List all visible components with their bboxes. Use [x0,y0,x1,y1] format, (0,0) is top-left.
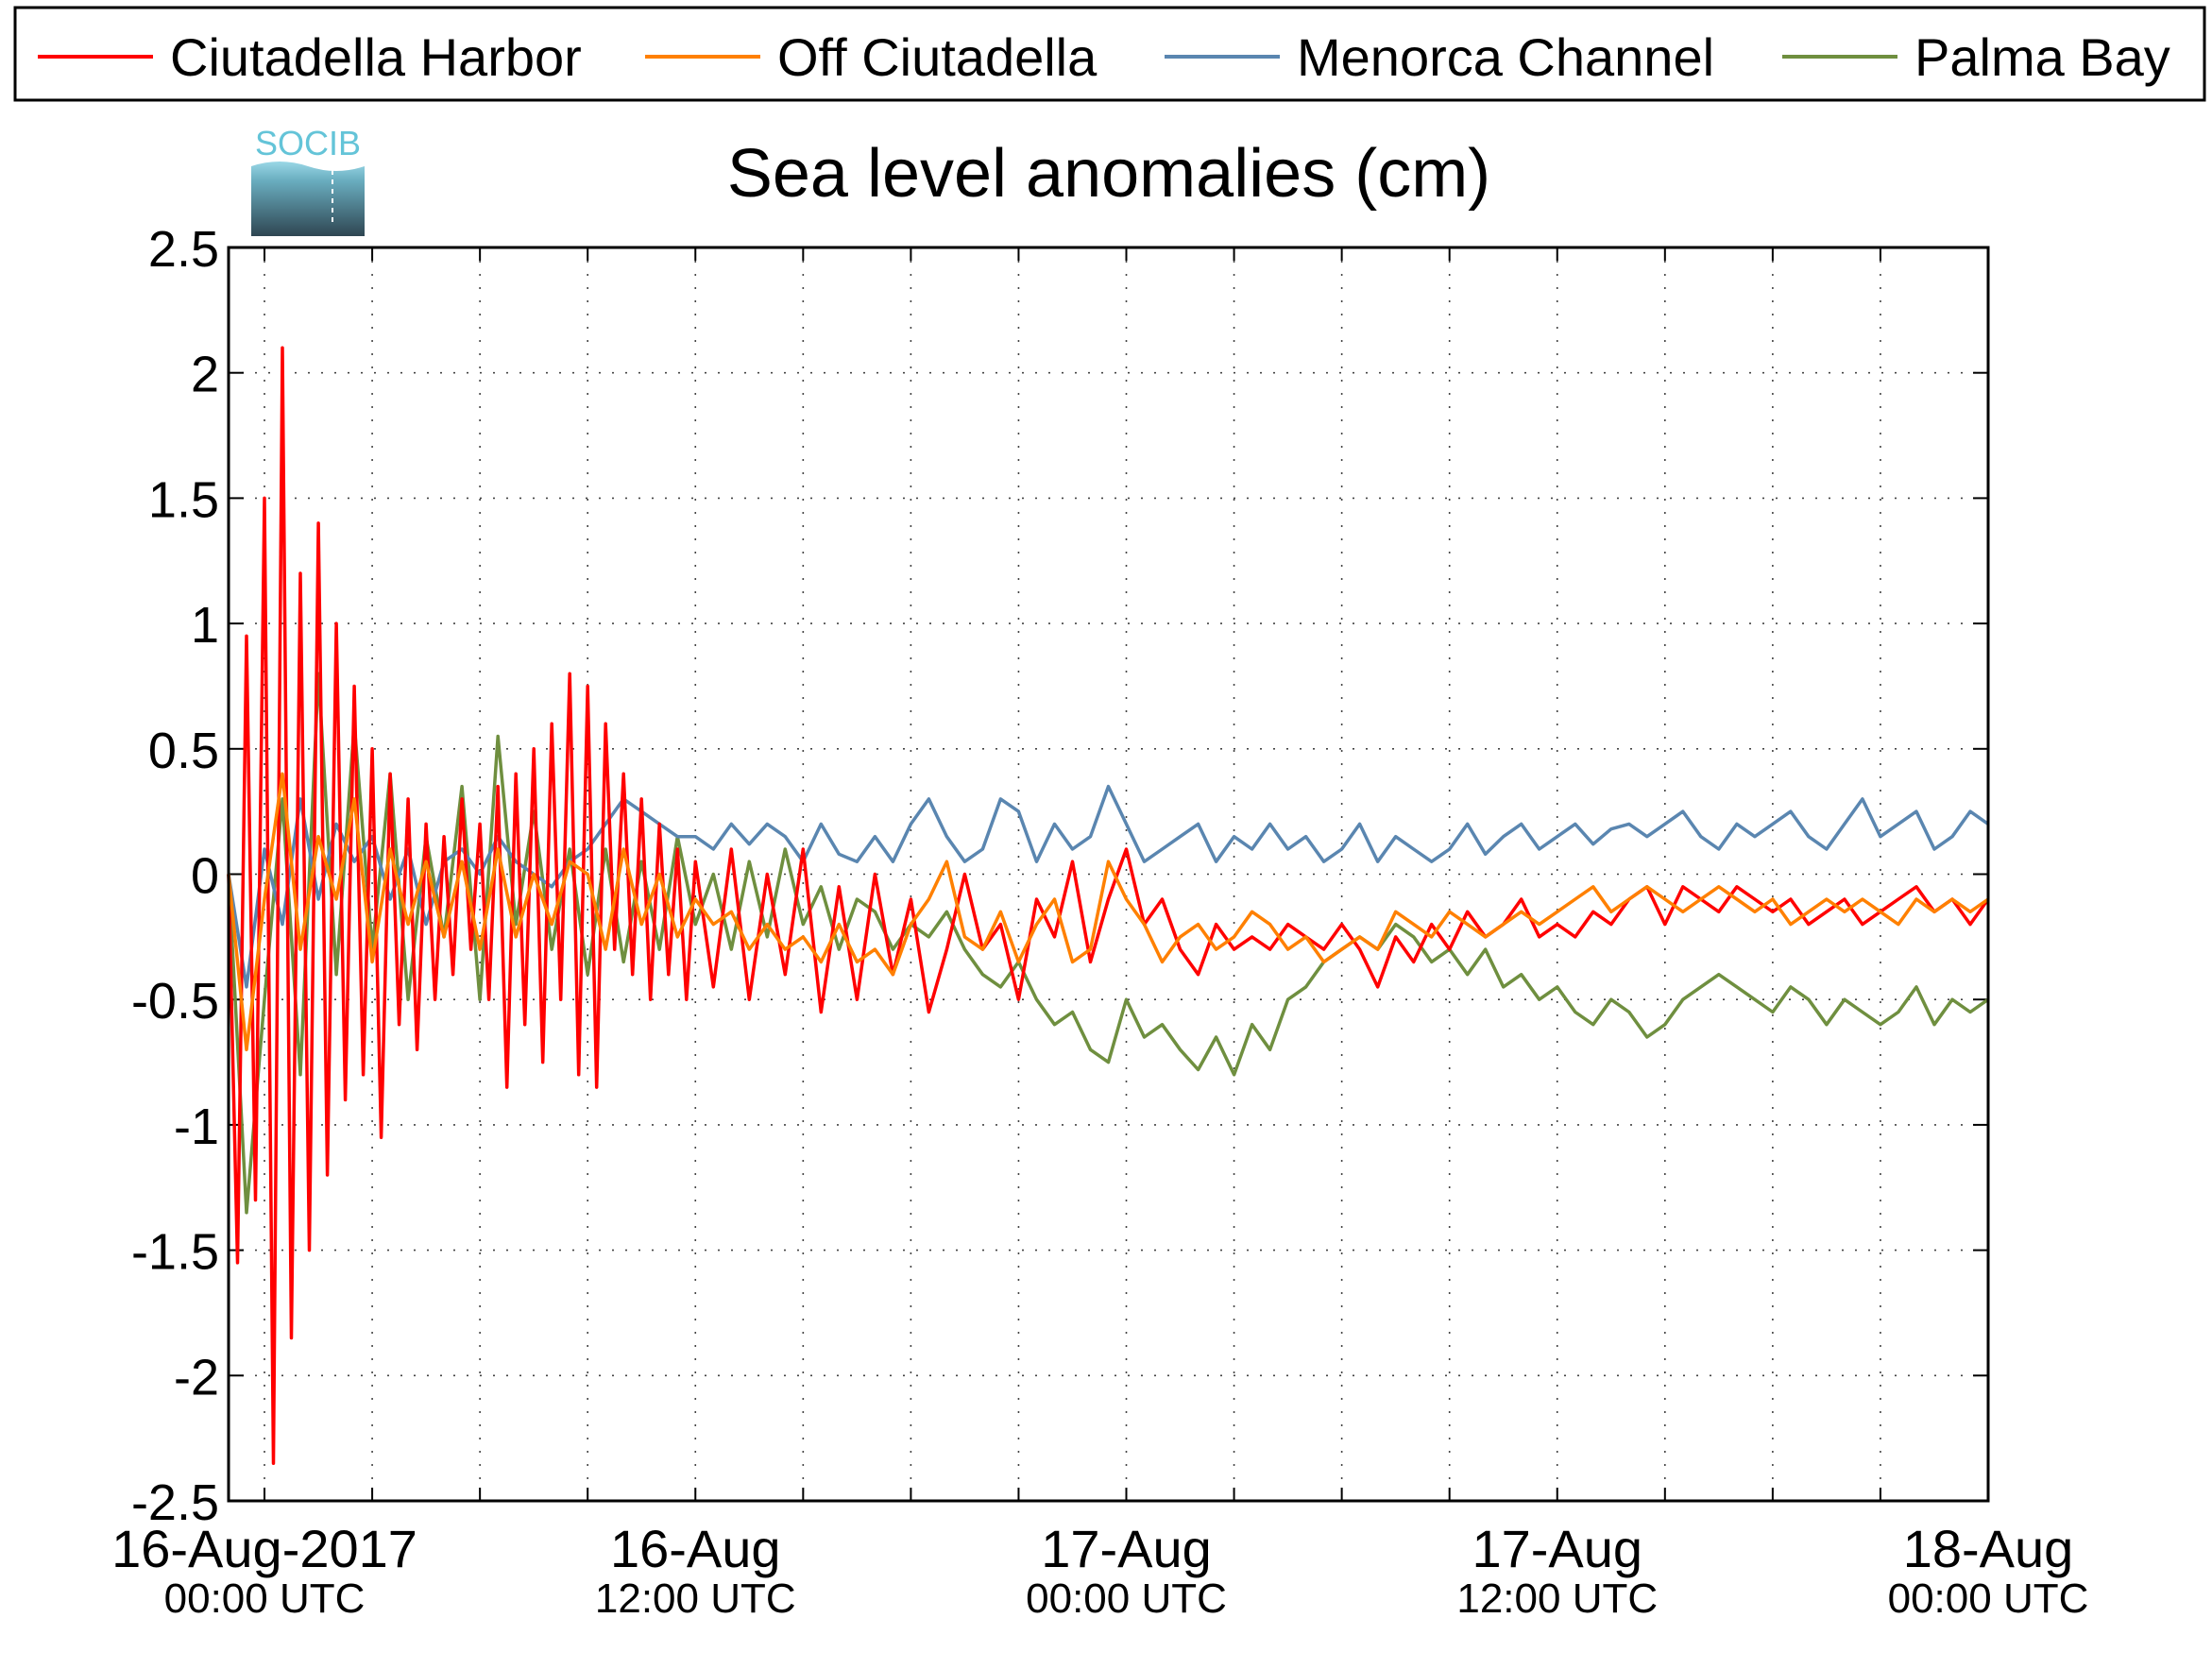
x-tick-label-date: 16-Aug-2017 [111,1519,417,1578]
x-tick-label-time: 00:00 UTC [1888,1575,2089,1622]
legend-label-menorca-channel: Menorca Channel [1297,27,1714,87]
x-tick-label-date: 18-Aug [1903,1519,2074,1578]
plot-frame [227,246,1990,1503]
x-tick-label-date: 17-Aug [1472,1519,1642,1578]
y-tick-label: 2.5 [148,221,219,278]
series-lines [227,346,1990,1465]
y-tick-label: 0 [191,848,219,905]
y-tick-label: -1 [174,1098,219,1155]
y-tick-label: 2 [191,347,219,403]
y-tick-label: -0.5 [131,973,219,1030]
y-tick-label: 1 [191,597,219,654]
y-tick-label: -2.5 [131,1474,219,1531]
legend-box [13,6,2206,102]
socib-logo-wave [251,162,365,236]
y-tick-label: 1.5 [148,471,219,528]
x-tick-label-time: 12:00 UTC [595,1575,796,1622]
chart-title: Sea level anomalies (cm) [727,136,1490,212]
y-tick-label: -2 [174,1349,219,1405]
legend-label-palma-bay: Palma Bay [1914,27,2170,87]
socib-logo-text: SOCIB [255,124,361,162]
series-line-off-ciutadella [227,772,1990,1052]
y-tick-labels: 2.5 2 1.5 1 0.5 0 -0.5 -1 -1.5 -2 -2.5 [131,221,219,1531]
x-tick-label-time: 00:00 UTC [164,1575,366,1622]
series-line-palma-bay [227,672,1990,1215]
series-line-menorca-channel [227,784,1990,989]
x-tick-label-time: 12:00 UTC [1456,1575,1658,1622]
y-tick-label: 0.5 [148,723,219,779]
legend: Ciutadella Harbor Off Ciutadella Menorca… [13,6,2206,102]
x-tick-label-date: 16-Aug [610,1519,781,1578]
legend-label-ciutadella-harbor: Ciutadella Harbor [170,27,582,87]
legend-label-off-ciutadella: Off Ciutadella [777,27,1097,87]
plot-area [229,247,1988,1501]
x-tick-label-date: 17-Aug [1041,1519,1212,1578]
series-line-ciutadella-harbor [227,346,1990,1465]
y-tick-label: -1.5 [131,1224,219,1281]
x-tick-label-time: 00:00 UTC [1026,1575,1227,1622]
socib-logo: SOCIB [251,124,365,236]
